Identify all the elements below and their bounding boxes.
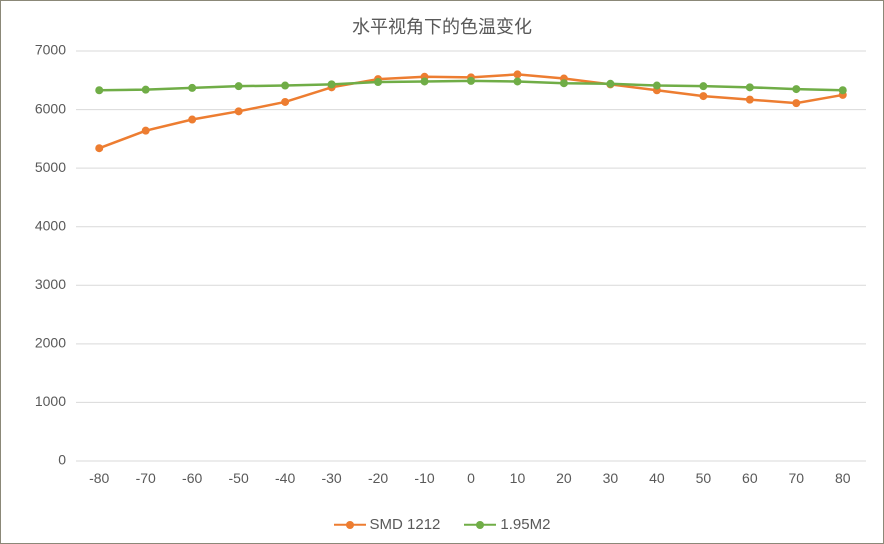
series-marker: [514, 71, 521, 78]
series-marker: [700, 83, 707, 90]
series-marker: [560, 80, 567, 87]
legend-marker-icon: [476, 521, 484, 529]
x-tick-label: 60: [742, 470, 758, 486]
x-tick-label: 30: [603, 470, 619, 486]
x-axis: -80 -70 -60 -50 -40 -30 -20 -10 0 10 20 30 40 50 60 70 8…: [89, 470, 851, 486]
legend-swatch: [464, 518, 496, 532]
series-marker: [96, 87, 103, 94]
legend-swatch: [334, 518, 366, 532]
series-marker: [96, 145, 103, 152]
y-tick-label: 1000: [35, 393, 66, 409]
x-tick-label: -70: [136, 470, 156, 486]
legend-label: 1.95M2: [500, 516, 550, 533]
legend-item: 1.95M2: [464, 516, 550, 533]
legend: SMD 1212 1.95M2: [1, 516, 883, 533]
legend-item: SMD 1212: [334, 516, 441, 533]
legend-label: SMD 1212: [370, 516, 441, 533]
gridlines: 0 1000 2000 3000 4000 5000 6000 7000: [35, 42, 866, 468]
x-tick-label: -30: [321, 470, 341, 486]
y-tick-label: 2000: [35, 335, 66, 351]
y-tick-label: 4000: [35, 217, 66, 233]
x-tick-label: 50: [696, 470, 712, 486]
x-tick-label: -50: [229, 470, 249, 486]
x-tick-label: 20: [556, 470, 572, 486]
x-tick-label: -10: [414, 470, 434, 486]
y-tick-label: 3000: [35, 276, 66, 292]
y-tick-label: 0: [58, 452, 66, 468]
series-line: [99, 74, 843, 148]
x-tick-label: 80: [835, 470, 851, 486]
series-marker: [235, 108, 242, 115]
series-marker: [468, 77, 475, 84]
series-marker: [514, 78, 521, 85]
chart-title: 水平视角下的色温变化: [1, 13, 883, 39]
series-marker: [421, 78, 428, 85]
series-marker: [375, 79, 382, 86]
x-tick-label: 10: [510, 470, 526, 486]
x-tick-label: -20: [368, 470, 388, 486]
x-tick-label: 40: [649, 470, 665, 486]
series-marker: [282, 82, 289, 89]
series-marker: [607, 80, 614, 87]
series-marker: [839, 87, 846, 94]
series-marker: [142, 127, 149, 134]
y-tick-label: 5000: [35, 159, 66, 175]
x-tick-label: -40: [275, 470, 295, 486]
series-marker: [746, 84, 753, 91]
x-tick-label: -80: [89, 470, 109, 486]
y-tick-label: 6000: [35, 100, 66, 116]
series-marker: [793, 86, 800, 93]
x-tick-label: 70: [789, 470, 805, 486]
series-marker: [793, 100, 800, 107]
y-tick-label: 7000: [35, 42, 66, 58]
x-tick-label: -60: [182, 470, 202, 486]
x-tick-label: 0: [467, 470, 475, 486]
legend-marker-icon: [346, 521, 354, 529]
series-marker: [189, 84, 196, 91]
series-marker: [189, 116, 196, 123]
series-1: [96, 77, 847, 93]
series-marker: [746, 96, 753, 103]
series-marker: [142, 86, 149, 93]
series-marker: [328, 81, 335, 88]
series-marker: [700, 93, 707, 100]
chart-container: 水平视角下的色温变化 01000200030004000500060007000…: [0, 0, 884, 544]
series-marker: [235, 83, 242, 90]
plot-area: 01000200030004000500060007000-80-70-60-5…: [76, 51, 866, 461]
series-marker: [653, 82, 660, 89]
series-marker: [282, 98, 289, 105]
